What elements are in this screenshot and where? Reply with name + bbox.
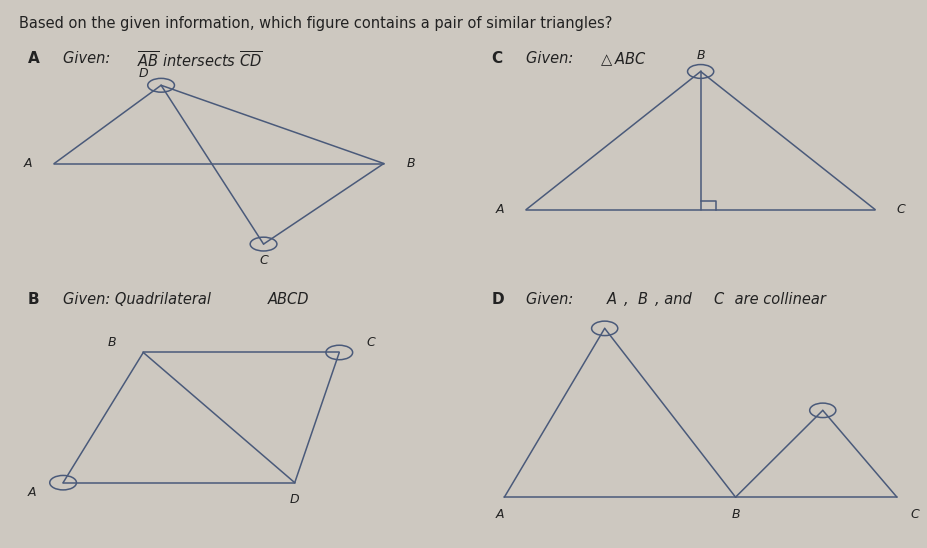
Text: D: D bbox=[490, 292, 503, 307]
Text: A: A bbox=[495, 203, 503, 216]
Text: C: C bbox=[909, 507, 918, 521]
Text: C: C bbox=[490, 51, 502, 66]
Text: B: B bbox=[637, 292, 647, 307]
Text: D: D bbox=[138, 67, 148, 80]
Text: ,: , bbox=[624, 292, 633, 307]
Text: Given: Quadrilateral: Given: Quadrilateral bbox=[63, 292, 215, 307]
Text: $\overline{AB}$ intersects $\overline{CD}$: $\overline{AB}$ intersects $\overline{CD… bbox=[136, 51, 262, 71]
Text: C: C bbox=[895, 203, 905, 216]
Text: B: B bbox=[406, 157, 414, 170]
Text: A: A bbox=[28, 51, 39, 66]
Text: C: C bbox=[365, 336, 375, 349]
Text: A: A bbox=[28, 486, 36, 499]
Text: Given:: Given: bbox=[526, 51, 578, 66]
Text: Given:: Given: bbox=[63, 51, 115, 66]
Text: C: C bbox=[259, 254, 268, 267]
Text: B: B bbox=[108, 336, 116, 349]
Text: Given:: Given: bbox=[526, 292, 578, 307]
Text: are collinear: are collinear bbox=[730, 292, 825, 307]
Text: $\triangle ABC$: $\triangle ABC$ bbox=[598, 51, 647, 68]
Text: Based on the given information, which figure contains a pair of similar triangle: Based on the given information, which fi… bbox=[19, 16, 611, 31]
Text: ABCD: ABCD bbox=[268, 292, 310, 307]
Text: , and: , and bbox=[654, 292, 695, 307]
Text: B: B bbox=[28, 292, 39, 307]
Text: C: C bbox=[713, 292, 723, 307]
Text: B: B bbox=[695, 49, 705, 62]
Text: B: B bbox=[730, 507, 739, 521]
Text: A: A bbox=[23, 157, 32, 170]
Text: A: A bbox=[495, 507, 503, 521]
Text: D: D bbox=[289, 493, 299, 506]
Text: A: A bbox=[606, 292, 616, 307]
